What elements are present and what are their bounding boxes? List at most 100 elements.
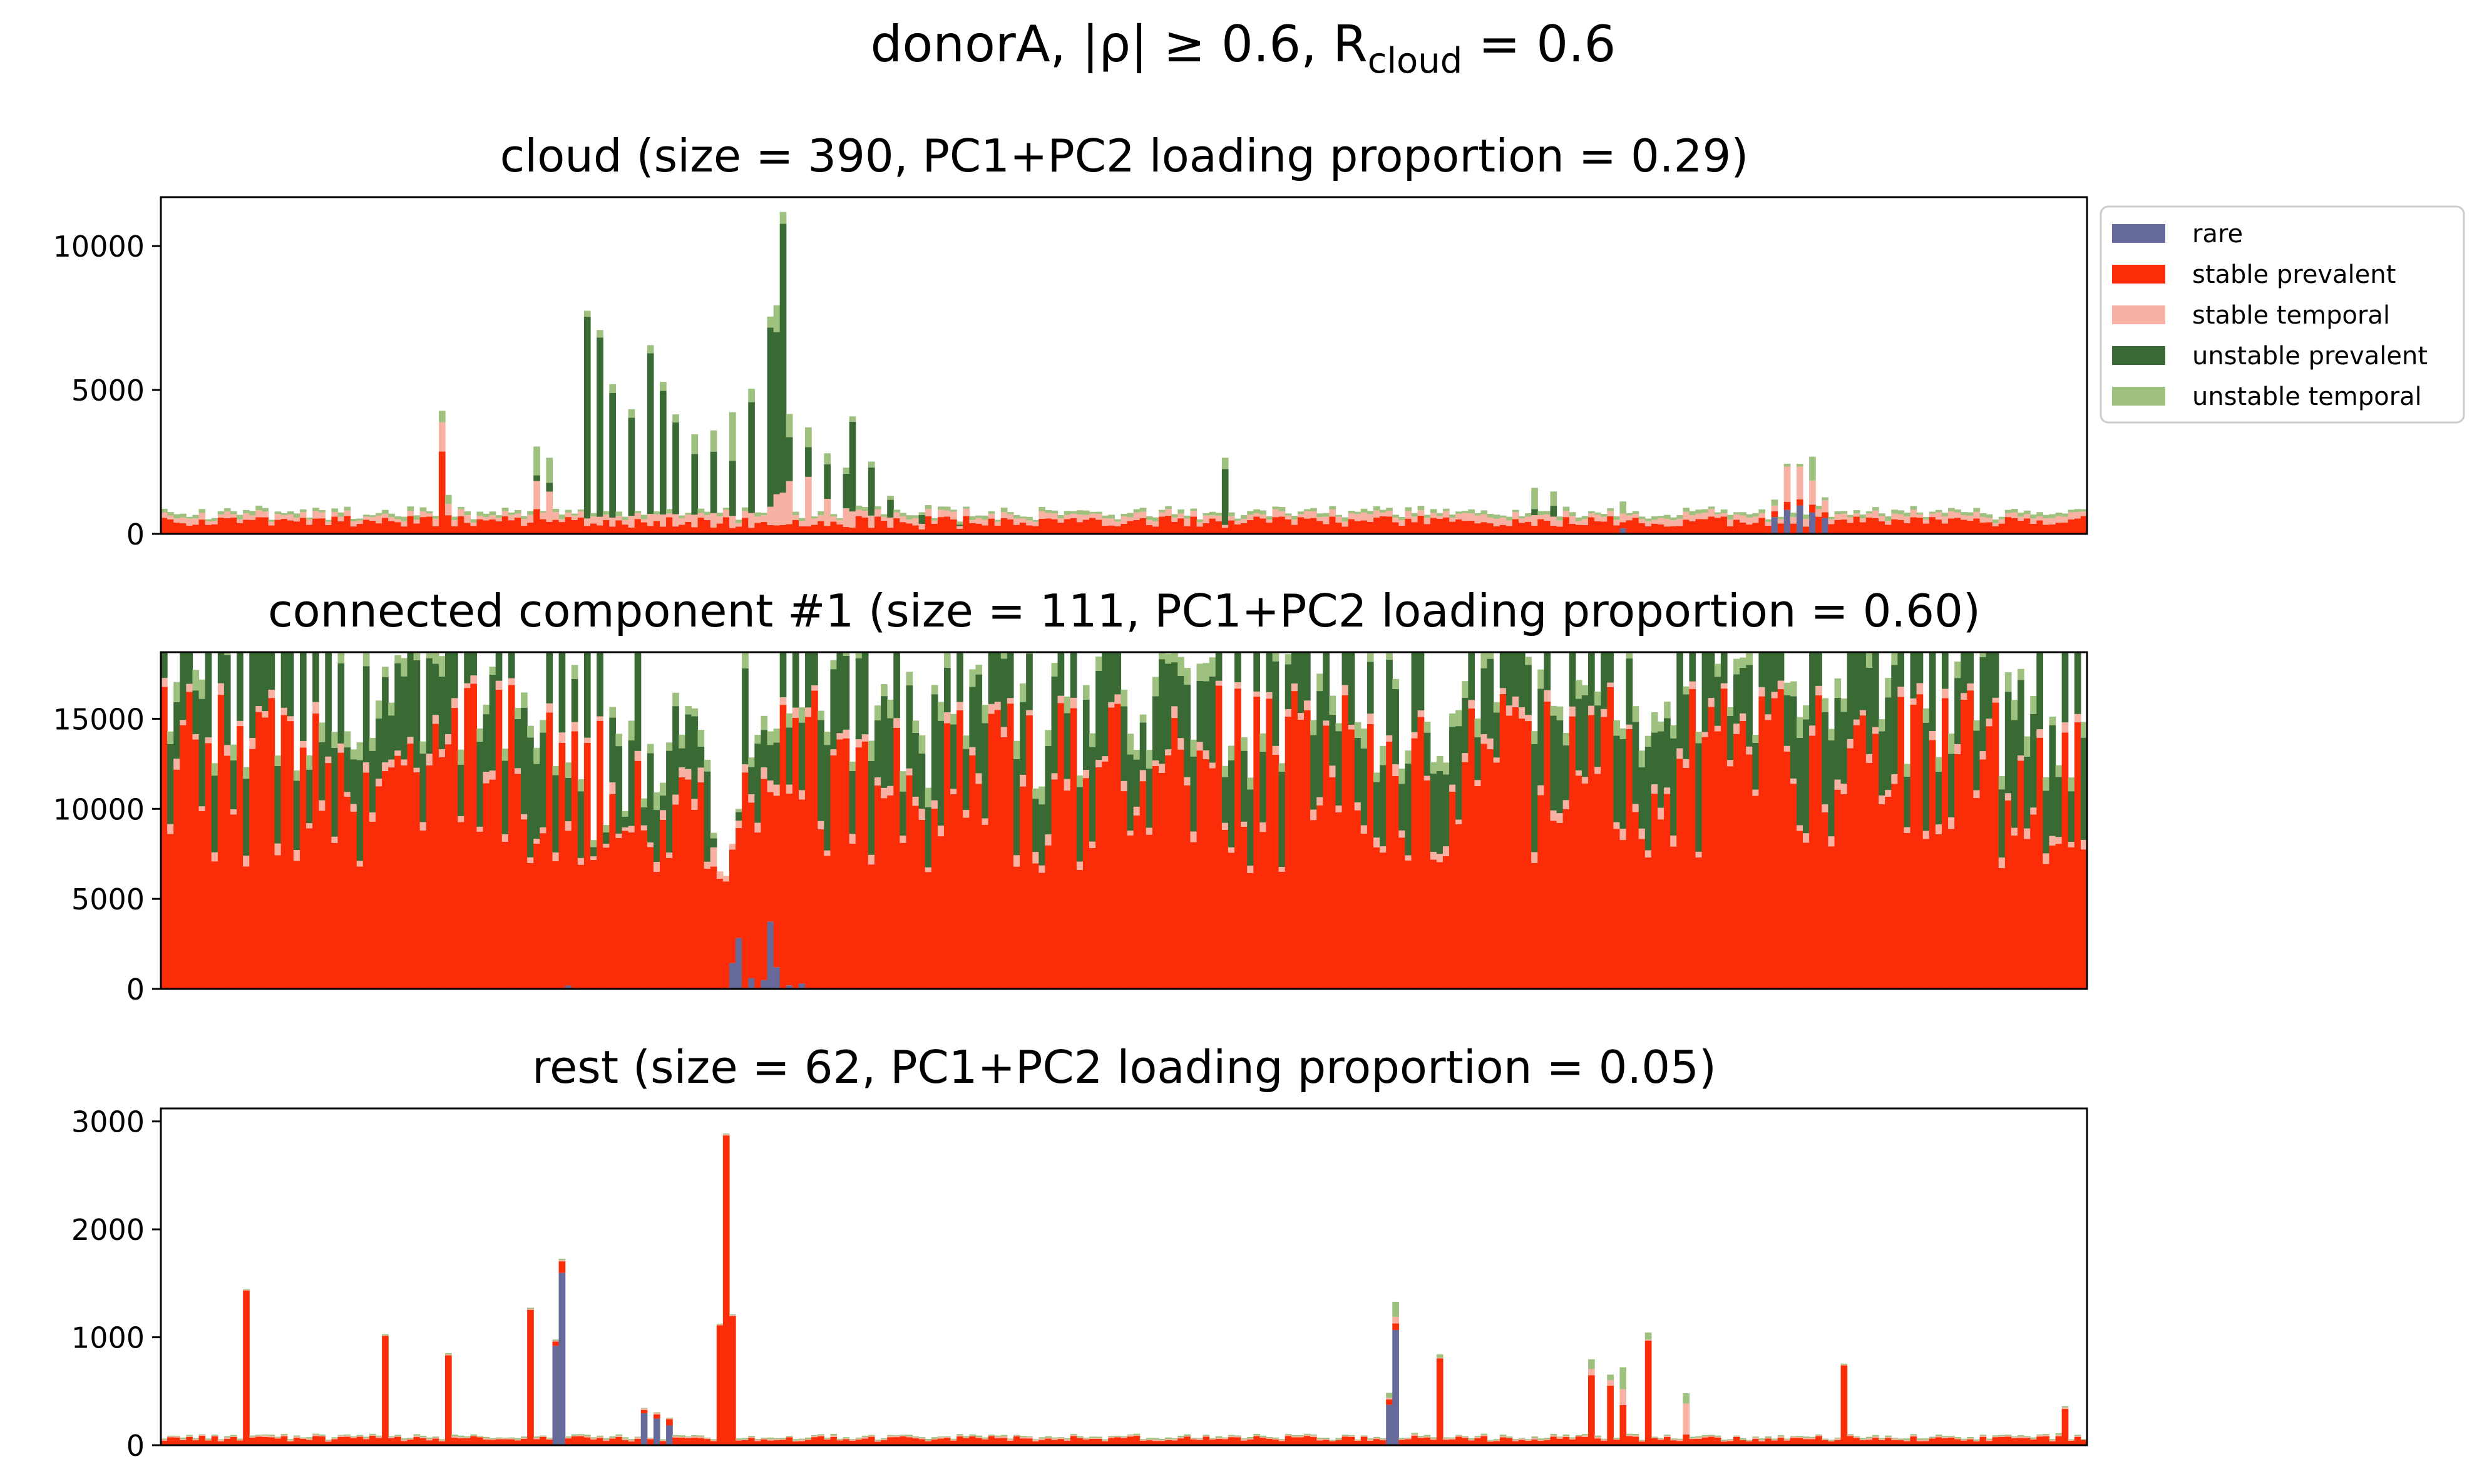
bar-segment	[1714, 1437, 1721, 1445]
bar-segment	[1607, 687, 1614, 989]
bar-segment	[893, 1435, 900, 1438]
bar-segment	[558, 1260, 566, 1262]
bar-segment	[1809, 512, 1816, 534]
bar-segment	[161, 1440, 168, 1445]
bar-segment	[1834, 779, 1842, 790]
bar-segment	[887, 528, 894, 533]
bar-segment	[881, 684, 888, 697]
bar-segment	[1979, 1435, 1987, 1436]
bar-segment	[483, 704, 490, 715]
bar-segment	[868, 740, 875, 761]
bar-segment	[1822, 712, 1828, 805]
bar-segment	[1594, 1438, 1601, 1445]
bar-segment	[1809, 1436, 1816, 1438]
bar-segment	[1367, 724, 1374, 989]
bar-segment	[1070, 511, 1077, 514]
bar-segment	[1519, 1440, 1526, 1445]
bar-segment	[672, 514, 679, 527]
bar-segment	[173, 1437, 180, 1445]
bar-segment	[1386, 741, 1393, 989]
bar-segment	[1146, 519, 1153, 525]
bar-segment	[356, 524, 364, 533]
bar-segment	[1638, 767, 1646, 829]
bar-segment	[243, 1289, 250, 1291]
bar-segment	[1449, 518, 1456, 522]
bar-segment	[1733, 519, 1740, 534]
bar-segment	[1512, 707, 1519, 989]
bar-segment	[243, 513, 250, 520]
bar-segment	[1847, 652, 1854, 739]
bar-segment	[1196, 1440, 1204, 1445]
bar-segment	[1474, 515, 1482, 524]
bar-segment	[1304, 509, 1311, 511]
bar-segment	[1152, 526, 1159, 533]
bar-segment	[868, 515, 875, 528]
bar-segment	[1064, 511, 1071, 515]
bar-segment	[1316, 691, 1323, 797]
legend-label: unstable temporal	[2192, 382, 2422, 411]
bar-segment	[679, 1437, 685, 1445]
bar-segment	[1133, 815, 1141, 989]
bar-segment	[1973, 1441, 1981, 1445]
bar-segment	[1253, 1435, 1260, 1436]
bar-segment	[1752, 789, 1759, 796]
bar-segment	[1651, 523, 1658, 533]
bar-segment	[419, 517, 427, 533]
bar-segment	[956, 526, 963, 529]
bar-segment	[211, 775, 218, 852]
bar-segment	[2080, 516, 2088, 534]
bar-segment	[1922, 708, 1930, 723]
bar-segment	[925, 516, 932, 533]
bar-segment	[205, 1438, 212, 1440]
bar-segment	[565, 985, 572, 989]
bar-segment	[975, 674, 983, 774]
bar-segment	[1127, 1435, 1134, 1437]
bar-segment	[918, 512, 926, 515]
bar-segment	[1045, 1436, 1052, 1438]
bar-segment	[470, 519, 478, 523]
bar-segment	[1499, 1437, 1507, 1445]
bar-segment	[1480, 652, 1488, 668]
bar-segment	[950, 714, 957, 725]
bar-segment	[407, 652, 414, 737]
bar-segment	[647, 514, 654, 526]
bar-segment	[1664, 518, 1671, 527]
bar-segment	[1057, 652, 1065, 696]
bar-segment	[906, 1435, 913, 1436]
bar-segment	[767, 731, 774, 745]
bar-segment	[1847, 1435, 1854, 1436]
bar-segment	[1241, 523, 1248, 533]
bar-segment	[1070, 708, 1077, 989]
bar-segment	[1979, 751, 1987, 760]
bar-segment	[362, 1436, 370, 1438]
bar-segment	[1013, 866, 1020, 989]
bar-segment	[1853, 1436, 1860, 1437]
bar-segment	[1348, 1436, 1355, 1445]
bar-segment	[1979, 1436, 1987, 1445]
bar-segment	[653, 511, 660, 514]
bar-segment	[805, 707, 812, 717]
bar-segment	[1430, 1437, 1437, 1439]
bar-segment	[597, 1438, 603, 1445]
bar-segment	[1070, 697, 1077, 709]
bar-segment	[413, 519, 421, 524]
bar-segment	[1607, 508, 1614, 511]
bar-segment	[1127, 517, 1134, 521]
bar-segment	[1278, 1440, 1286, 1441]
bar-segment	[1285, 519, 1292, 534]
ytick-label: 0	[126, 973, 145, 1006]
bar-segment	[1657, 1438, 1664, 1440]
bar-segment	[1360, 512, 1368, 521]
bar-segment	[1253, 513, 1260, 517]
bar-segment	[1859, 1438, 1867, 1440]
bar-segment	[679, 777, 685, 989]
bar-segment	[1891, 774, 1898, 784]
bar-segment	[994, 1436, 1002, 1438]
bar-segment	[1064, 519, 1071, 534]
bar-segment	[1562, 506, 1570, 511]
bar-segment	[205, 743, 212, 989]
bar-segment	[1550, 506, 1557, 517]
bar-segment	[1215, 685, 1223, 989]
bar-segment	[1076, 775, 1084, 787]
bar-segment	[1544, 511, 1551, 515]
